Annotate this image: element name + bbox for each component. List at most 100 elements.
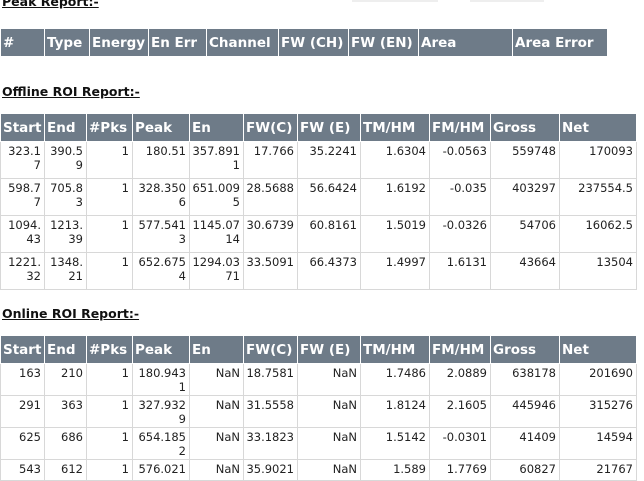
table-cell: 17.766 [243,141,298,179]
online-roi-column-header: Net [559,335,637,364]
table-cell: NaN [297,427,361,460]
table-cell: 598.77 [0,178,45,216]
table-cell: 1.6304 [360,141,430,179]
table-cell: -0.0563 [429,141,491,179]
online-roi-column-header: En [189,335,244,364]
table-cell: 543 [0,459,45,481]
table-cell: 1 [86,252,133,290]
peak-report-column-header: Energy [89,28,149,57]
online-roi-column-header: FM/HM [429,335,491,364]
online-roi-column-header: FW (E) [297,335,361,364]
table-cell: 651.0095 [189,178,244,216]
table-cell: 30.6739 [243,215,298,253]
offline-roi-column-header: FM/HM [429,113,491,142]
offline-roi-column-header: En [189,113,244,142]
table-cell: 638178 [490,363,560,396]
table-cell: 1 [86,178,133,216]
offline-roi-column-header: FW (E) [297,113,361,142]
table-cell: 56.6424 [297,178,361,216]
table-cell: 625 [0,427,45,460]
table-cell: 291 [0,395,45,428]
table-cell: 1.4997 [360,252,430,290]
offline-roi-column-header: FW(C) [243,113,298,142]
table-cell: 33.1823 [243,427,298,460]
table-cell: 559748 [490,141,560,179]
table-row: 163 210 1 180.9431 NaN 18.7581 NaN 1.7486 2.0889… [0,363,637,396]
table-cell: 363 [44,395,87,428]
table-cell: 1 [86,395,133,428]
table-cell: 35.9021 [243,459,298,481]
online-roi-column-header: Peak [132,335,190,364]
table-cell: 357.8911 [189,141,244,179]
table-cell: 577.5413 [132,215,190,253]
table-cell: 1 [86,215,133,253]
table-cell: 237554.5 [559,178,637,216]
table-cell: NaN [189,427,244,460]
offline-roi-column-header: TM/HM [360,113,430,142]
table-cell: 1094.43 [0,215,45,253]
table-row: 543 612 1 576.021 NaN 35.9021 NaN 1.589 1.7769 60… [0,459,637,481]
offline-roi-title: Offline ROI Report:- [2,84,140,99]
table-cell: 170093 [559,141,637,179]
table-cell: 705.83 [44,178,87,216]
offline-roi-column-header: End [44,113,87,142]
table-cell: 1.8124 [360,395,430,428]
table-cell: NaN [189,363,244,396]
table-row: 1094.43 1213.39 1 577.5413 1145.0714 30.6739 6… [0,215,637,253]
table-cell: 21767 [559,459,637,481]
table-cell: 2.1605 [429,395,491,428]
table-cell: 445946 [490,395,560,428]
table-cell: 31.5558 [243,395,298,428]
table-cell: 327.9329 [132,395,190,428]
table-cell: -0.0326 [429,215,491,253]
table-cell: 1.6192 [360,178,430,216]
online-roi-column-header: End [44,335,87,364]
table-cell: 1 [86,363,133,396]
table-cell: -0.0301 [429,427,491,460]
table-cell: 14594 [559,427,637,460]
table-cell: 1213.39 [44,215,87,253]
offline-roi-column-header: Net [559,113,637,142]
table-cell: 1 [86,427,133,460]
table-cell: 1 [86,141,133,179]
online-roi-column-header: TM/HM [360,335,430,364]
table-cell: 18.7581 [243,363,298,396]
online-roi-table: Start End #Pks Peak En FW(C) FW (E) TM/HM FM/HM G… [0,335,637,481]
table-cell: 210 [44,363,87,396]
peak-report-column-header: Channel [206,28,279,57]
table-cell: -0.035 [429,178,491,216]
offline-roi-header-row: Start End #Pks Peak En FW(C) FW (E) TM/HM FM/HM G… [0,113,637,142]
peak-report-column-header: Area Error [512,28,608,57]
table-cell: 686 [44,427,87,460]
table-cell: NaN [297,363,361,396]
cutoff-bar-left [352,0,438,2]
peak-report-header-row: # Type Energy En Err Channel FW (CH) FW (EN) Ar… [0,28,608,57]
table-cell: 43664 [490,252,560,290]
table-cell: 60827 [490,459,560,481]
table-cell: NaN [189,459,244,481]
table-cell: 654.1852 [132,427,190,460]
table-cell: 1.7486 [360,363,430,396]
peak-report-column-header: Type [44,28,90,57]
table-cell: 1.5142 [360,427,430,460]
peak-report-title: Peak Report:- [2,0,99,9]
table-cell: 612 [44,459,87,481]
online-roi-header-row: Start End #Pks Peak En FW(C) FW (E) TM/HM FM/HM G… [0,335,637,364]
table-cell: 1.589 [360,459,430,481]
table-cell: 390.59 [44,141,87,179]
table-cell: 13504 [559,252,637,290]
peak-report-column-header: # [0,28,45,57]
peak-report-column-header: FW (CH) [278,28,349,57]
table-row: 598.77 705.83 1 328.3506 651.0095 28.5688 56.6… [0,178,637,216]
table-cell: 16062.5 [559,215,637,253]
peak-report-column-header: Area [418,28,513,57]
table-cell: 28.5688 [243,178,298,216]
online-roi-column-header: #Pks [86,335,133,364]
table-cell: NaN [297,459,361,481]
table-cell: 163 [0,363,45,396]
table-cell: 35.2241 [297,141,361,179]
table-row: 323.17 390.59 1 180.51 357.8911 17.766 35.2241… [0,141,637,179]
offline-roi-column-header: Gross [490,113,560,142]
online-roi-title: Online ROI Report:- [2,306,140,321]
peak-report-column-header: FW (EN) [348,28,419,57]
